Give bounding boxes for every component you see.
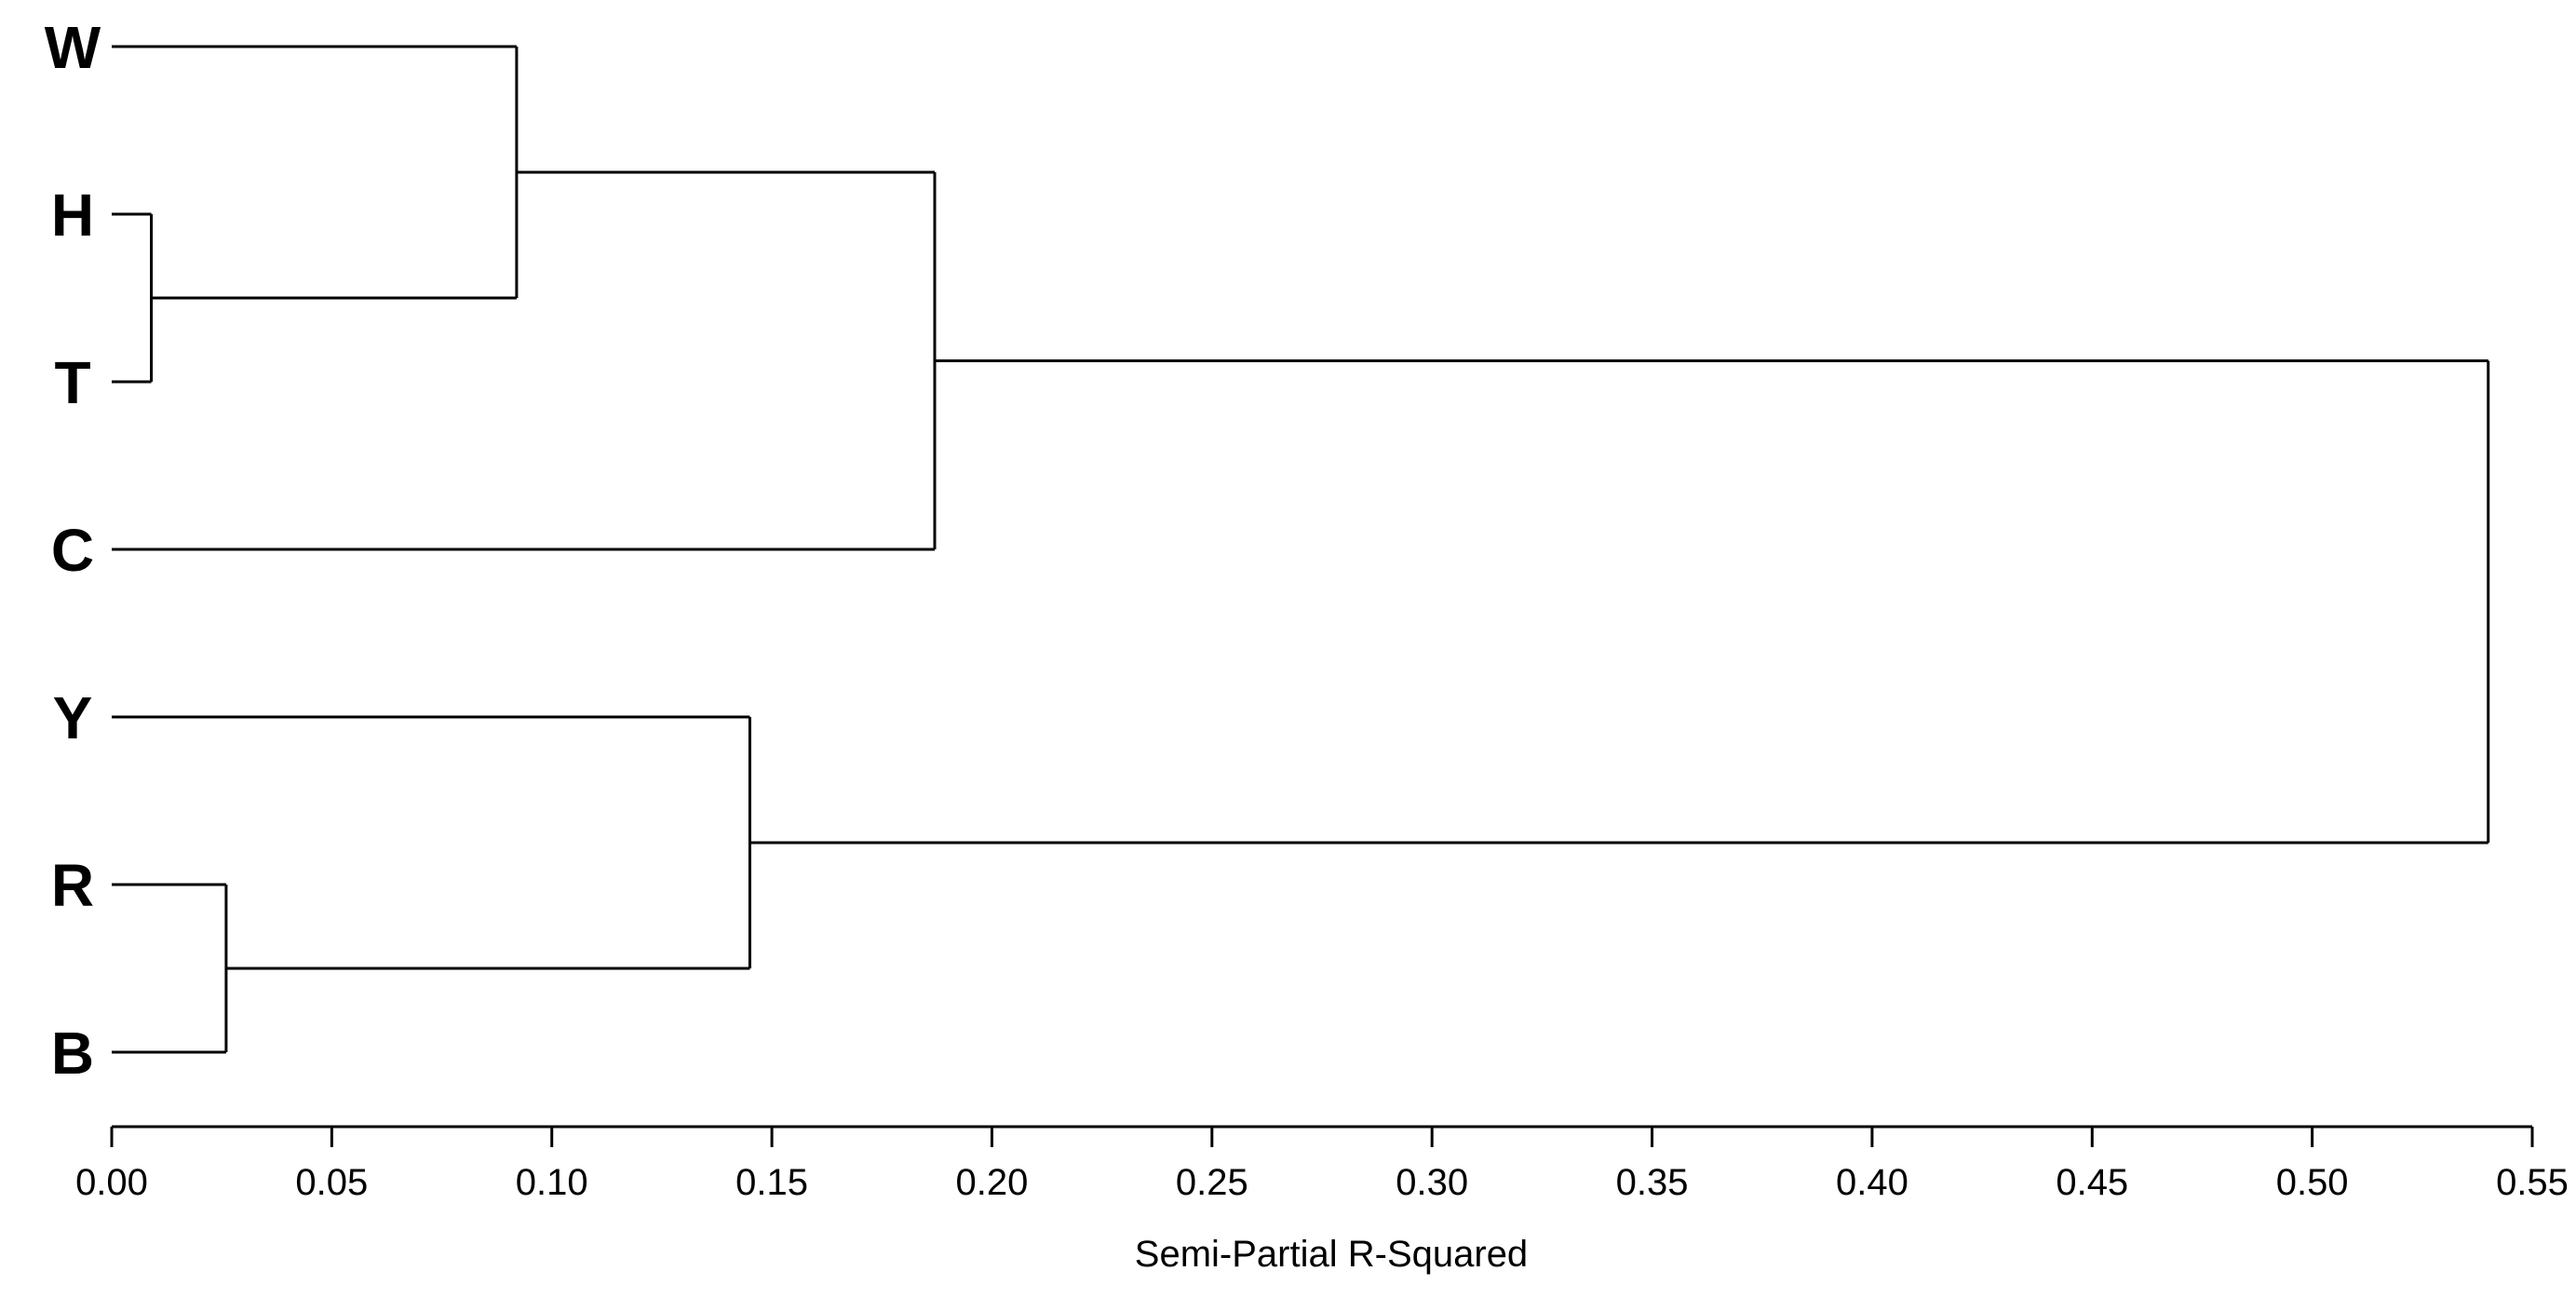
x-tick-label: 0.05: [295, 1162, 368, 1203]
leaf-labels: W H T C Y R B: [45, 14, 101, 1087]
x-tick-label: 0.15: [735, 1162, 808, 1203]
leaf-label-c: C: [51, 517, 94, 584]
x-tick-label: 0.30: [1396, 1162, 1468, 1203]
leaf-label-w: W: [45, 14, 101, 81]
x-tick-label: 0.45: [2056, 1162, 2128, 1203]
leaf-label-b: B: [51, 1020, 94, 1087]
x-tick-label: 0.20: [956, 1162, 1029, 1203]
x-tick-label: 0.50: [2276, 1162, 2349, 1203]
x-tick-label: 0.00: [75, 1162, 148, 1203]
leaf-label-r: R: [51, 852, 94, 919]
dendrogram-branches: [112, 45, 2490, 1054]
leaf-label-t: T: [54, 349, 90, 416]
x-tick-label: 0.35: [1616, 1162, 1689, 1203]
x-axis: 0.00 0.05 0.10 0.15 0.20 0.25 0.30 0.35 0.40 0.45…: [75, 1125, 2569, 1203]
leaf-label-h: H: [51, 182, 94, 249]
x-tick-label: 0.25: [1176, 1162, 1248, 1203]
x-tick-label: 0.40: [1836, 1162, 1908, 1203]
x-tick-label: 0.55: [2496, 1162, 2569, 1203]
x-tick-label: 0.10: [516, 1162, 588, 1203]
x-axis-title: Semi-Partial R-Squared: [1135, 1234, 1528, 1275]
leaf-label-y: Y: [53, 684, 93, 751]
